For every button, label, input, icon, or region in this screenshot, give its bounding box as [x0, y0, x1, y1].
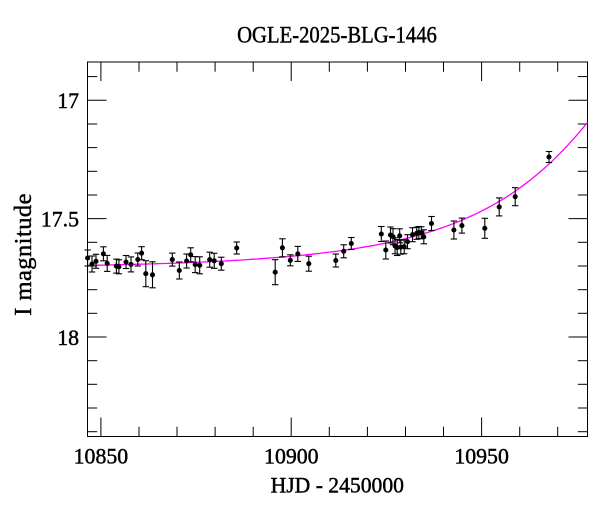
svg-text:10900: 10900	[264, 444, 319, 468]
svg-text:10950: 10950	[454, 444, 509, 468]
svg-text:10850: 10850	[74, 444, 129, 468]
svg-text:HJD - 2450000: HJD - 2450000	[271, 472, 404, 497]
svg-text:17: 17	[57, 89, 79, 113]
svg-text:I magnitude: I magnitude	[10, 193, 37, 316]
svg-text:OGLE-2025-BLG-1446: OGLE-2025-BLG-1446	[237, 21, 437, 48]
svg-text:18: 18	[57, 326, 79, 350]
svg-text:17.5: 17.5	[41, 208, 79, 232]
